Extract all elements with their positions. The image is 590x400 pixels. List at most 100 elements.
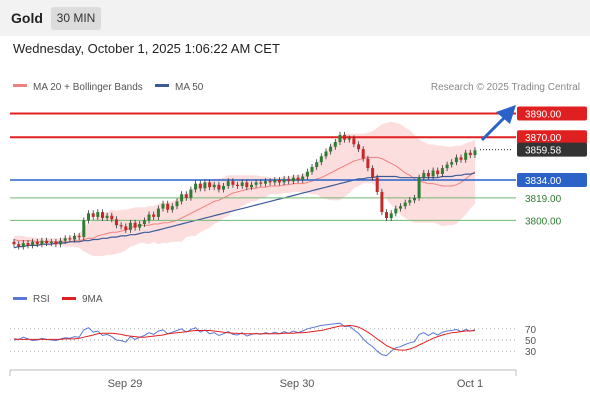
level-badge-resistance bbox=[517, 130, 587, 145]
level-badge-pivot bbox=[517, 173, 587, 187]
candle-body bbox=[296, 177, 300, 181]
rsi-tick-label: 30 bbox=[525, 347, 537, 358]
rsi-tick-label: 50 bbox=[525, 336, 537, 347]
candle-body bbox=[310, 167, 314, 172]
candle-body bbox=[96, 212, 100, 217]
candle-body bbox=[454, 157, 458, 163]
candle-body bbox=[198, 183, 202, 189]
ma20-legend-label: MA 20 + Bollinger Bands bbox=[33, 82, 143, 93]
x-tick-label: Sep 30 bbox=[280, 378, 315, 390]
candle-body bbox=[473, 150, 477, 156]
candle-body bbox=[21, 243, 25, 247]
candle-body bbox=[63, 238, 67, 241]
candle-body bbox=[254, 182, 258, 185]
candle-body bbox=[366, 158, 370, 169]
candle-body bbox=[105, 215, 109, 219]
chart-datetime: Wednesday, October 1, 2025 1:06:22 AM CE… bbox=[13, 41, 280, 56]
rsi-line bbox=[13, 322, 476, 357]
candle-body bbox=[343, 134, 347, 140]
candle-body bbox=[287, 178, 291, 182]
candle-body bbox=[468, 152, 472, 156]
level-line-layer bbox=[10, 112, 516, 221]
candle-body bbox=[226, 181, 230, 186]
rsi-legend-swatch bbox=[13, 297, 27, 300]
candle-body bbox=[250, 184, 253, 188]
ma50-legend-swatch bbox=[155, 84, 169, 87]
candle-body bbox=[273, 180, 277, 183]
candle-body bbox=[338, 134, 342, 142]
candle-body bbox=[259, 182, 263, 184]
last-price-label: 3859.58 bbox=[525, 146, 562, 157]
timeframe-badge[interactable]: 30 MIN bbox=[51, 7, 101, 30]
level-label-support: 3819.00 bbox=[525, 194, 562, 205]
rsi-ma-line bbox=[13, 324, 476, 351]
candle-body bbox=[301, 176, 305, 181]
candle-body bbox=[87, 213, 90, 221]
candle-body bbox=[77, 235, 81, 238]
candle-body bbox=[459, 157, 463, 160]
candle-body bbox=[170, 206, 174, 210]
candle-body bbox=[375, 177, 379, 192]
candle-body bbox=[245, 182, 249, 188]
candle-body bbox=[324, 151, 328, 157]
candle-body bbox=[203, 182, 207, 189]
candle-body bbox=[142, 220, 146, 224]
candle-body bbox=[417, 177, 421, 198]
projection-arrow-head bbox=[496, 105, 516, 124]
candle-body bbox=[40, 240, 44, 245]
candle-body bbox=[26, 243, 30, 246]
candle-body bbox=[329, 146, 333, 152]
candle-body bbox=[305, 171, 309, 177]
copyright-text: Research © 2025 Trading Central bbox=[431, 82, 580, 93]
candle-body bbox=[380, 191, 384, 213]
candle-body bbox=[371, 168, 375, 178]
candle-body bbox=[110, 215, 114, 220]
level-label-support: 3800.00 bbox=[525, 216, 562, 227]
candle-body bbox=[426, 172, 430, 177]
candle-body bbox=[436, 170, 440, 175]
candle-body bbox=[128, 222, 132, 230]
candle-body bbox=[319, 156, 323, 163]
candle-body bbox=[147, 214, 151, 221]
candle-body bbox=[352, 138, 356, 145]
candle-body bbox=[264, 181, 267, 184]
ma50-legend-label: MA 50 bbox=[175, 82, 204, 93]
symbol-title: Gold bbox=[11, 10, 43, 26]
rsi-legend-label: RSI bbox=[33, 294, 50, 305]
candle-body bbox=[184, 194, 188, 198]
candle-body bbox=[217, 184, 221, 190]
ma20-line bbox=[13, 156, 476, 243]
candle-body bbox=[208, 182, 212, 188]
bollinger-band-fill bbox=[14, 121, 475, 257]
rsi-ma-legend-label: 9MA bbox=[82, 294, 103, 305]
candle-body bbox=[333, 142, 337, 147]
candle-body bbox=[431, 170, 435, 177]
candle-body bbox=[315, 162, 319, 167]
candle-body bbox=[82, 220, 86, 237]
candle-body bbox=[119, 225, 123, 227]
candle-body bbox=[222, 186, 225, 190]
ma50-line bbox=[13, 172, 476, 249]
level-label-pivot: 3834.00 bbox=[525, 176, 562, 187]
candle-body bbox=[12, 241, 16, 245]
candle-body bbox=[464, 152, 468, 160]
candle-body bbox=[175, 201, 179, 207]
candle-body bbox=[101, 212, 104, 218]
x-tick-label: Sep 29 bbox=[108, 378, 143, 390]
candle-body bbox=[277, 180, 281, 183]
candle-body bbox=[236, 184, 239, 186]
x-tick-label: Oct 1 bbox=[457, 378, 483, 390]
candle-body bbox=[91, 213, 95, 217]
candle-body bbox=[291, 177, 295, 182]
level-label-resistance: 3870.00 bbox=[525, 133, 562, 144]
level-badge-resistance bbox=[517, 106, 587, 121]
candle-body bbox=[133, 222, 137, 228]
rsi-ma-legend-swatch bbox=[62, 297, 76, 300]
candle-body bbox=[357, 144, 361, 150]
candle-body bbox=[403, 202, 407, 207]
candle-body bbox=[422, 172, 426, 178]
rsi-tick-label: 70 bbox=[525, 325, 537, 336]
candle-body bbox=[445, 164, 449, 169]
